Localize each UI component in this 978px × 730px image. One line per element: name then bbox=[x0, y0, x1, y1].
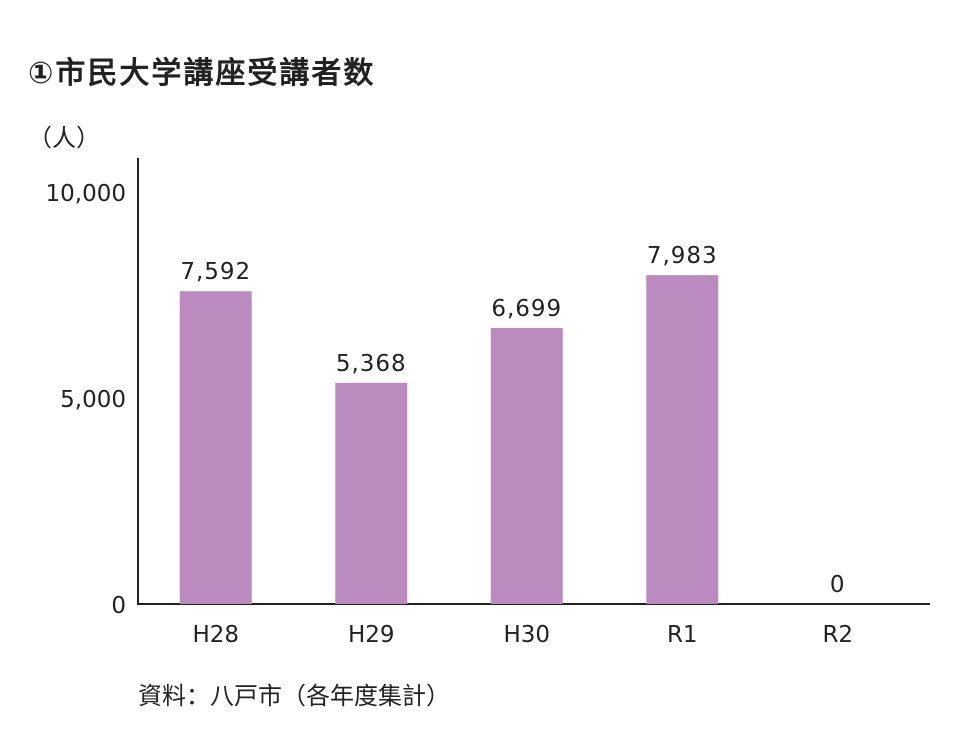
bar bbox=[335, 382, 408, 604]
x-tick-label: H29 bbox=[348, 622, 395, 648]
bar-value-label: 5,368 bbox=[336, 351, 407, 377]
x-tick-label: R2 bbox=[822, 622, 853, 648]
y-tick-label: 10,000 bbox=[46, 181, 126, 207]
bar-value-label: 6,699 bbox=[491, 296, 562, 322]
bar-value-label: 7,983 bbox=[647, 243, 718, 269]
bar bbox=[179, 291, 252, 604]
bar bbox=[646, 275, 719, 604]
y-tick-label: 0 bbox=[111, 593, 126, 619]
x-tick-label: H30 bbox=[503, 622, 550, 648]
bar-value-label: 0 bbox=[830, 572, 846, 598]
source-note: 資料：八戸市（各年度集計） bbox=[138, 682, 450, 710]
x-tick-label: H28 bbox=[192, 622, 239, 648]
bar bbox=[490, 328, 563, 604]
y-axis-unit-label: （人） bbox=[28, 124, 100, 152]
chart-title: ①市民大学講座受講者数 bbox=[28, 56, 376, 91]
y-tick-label: 5,000 bbox=[60, 387, 126, 413]
x-tick-label: R1 bbox=[667, 622, 698, 648]
bar-value-label: 7,592 bbox=[180, 259, 251, 285]
